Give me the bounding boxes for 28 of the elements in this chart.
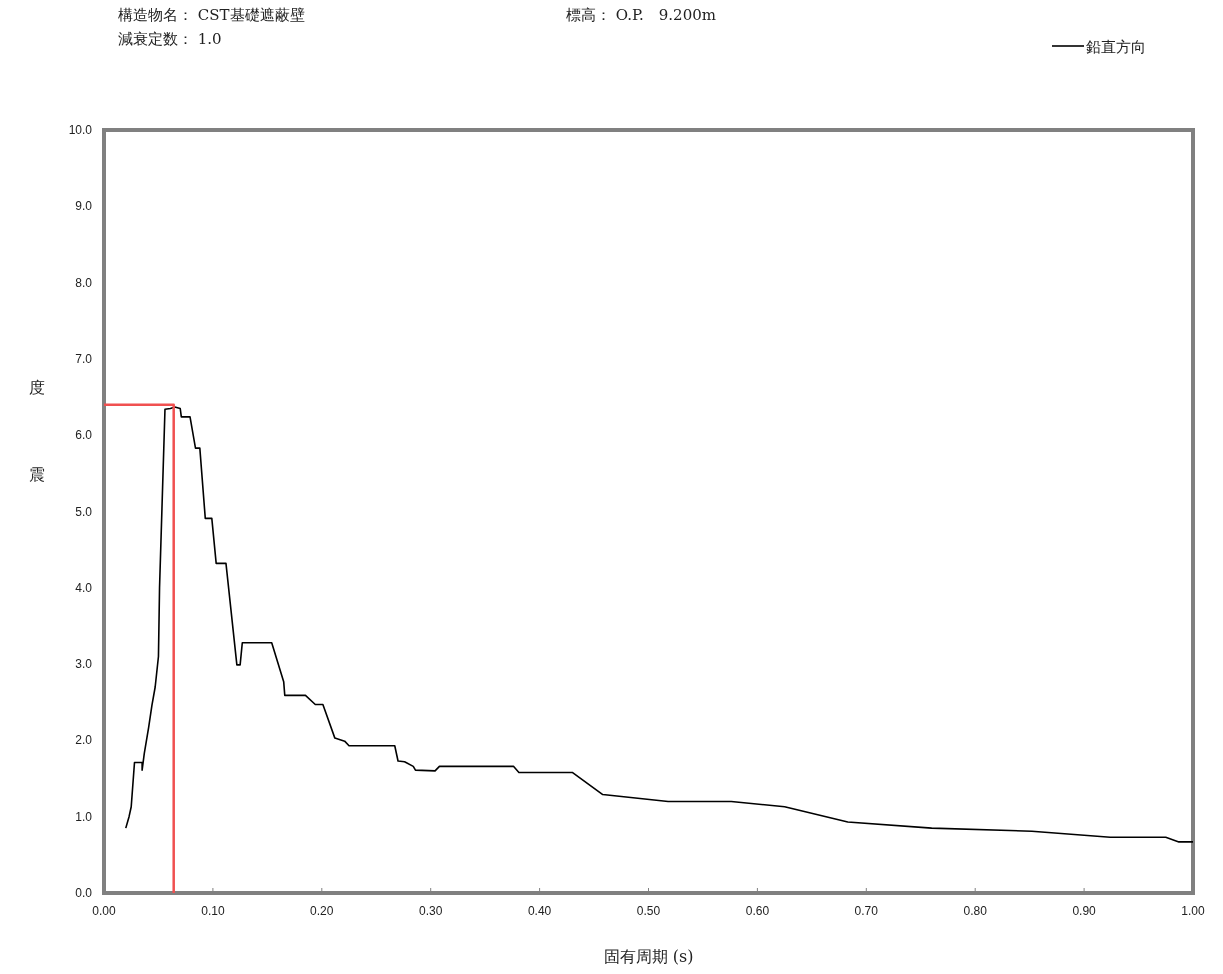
subtitle: 減衰定数： 1.0: [118, 30, 222, 48]
y-tick-label: 3.0: [75, 657, 93, 672]
legend: 鉛直方向: [1086, 38, 1146, 56]
x-tick-label: 0.40: [527, 904, 552, 918]
x-tick-label: 0.30: [419, 904, 443, 918]
x-tick-label: 0.50: [636, 904, 661, 918]
y-tick-label: 7.0: [75, 351, 93, 366]
y-tick-label: 1.0: [75, 809, 93, 824]
y-tick-label: 5.0: [75, 504, 93, 519]
y-tick-label: 2.0: [75, 733, 93, 748]
xlabel: 固有周期 (s): [603, 947, 694, 966]
title: 構造物名： CST基礎遮蔽壁: [118, 6, 305, 24]
x-tick-label: 0.60: [745, 904, 770, 918]
x-tick-label: 0.90: [1072, 904, 1097, 918]
y-tick-label: 9.0: [75, 199, 93, 214]
x-tick-label: 0.80: [963, 904, 988, 918]
x-tick-label: 0.10: [201, 904, 225, 918]
y-tick-label: 8.0: [75, 275, 93, 290]
ylabel: 震度: [29, 377, 45, 484]
y-tick-label: 10.0: [68, 123, 93, 137]
x-tick-label: 0.20: [310, 904, 334, 918]
y-tick-label: 4.0: [75, 580, 93, 595]
x-tick-label: 0.00: [92, 904, 116, 918]
x-tick-label: 1.00: [1181, 904, 1205, 918]
y-tick-label: 6.0: [75, 428, 93, 443]
annotation: 標高： O.P. 9.200m: [566, 6, 716, 24]
x-tick-label: 0.70: [854, 904, 879, 918]
y-tick-label: 0.0: [75, 886, 93, 900]
